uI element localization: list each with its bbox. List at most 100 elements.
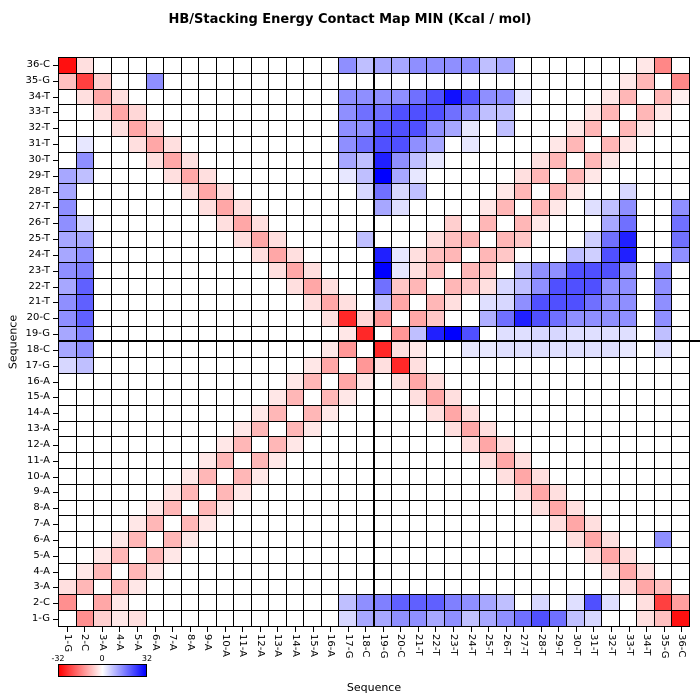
- heatmap-cell: [216, 200, 234, 216]
- heatmap-cell: [672, 468, 689, 484]
- heatmap-cell: [129, 374, 146, 389]
- heatmap-cell: [584, 389, 602, 405]
- heatmap-cell: [94, 152, 111, 168]
- heatmap-cell: [164, 405, 181, 421]
- heatmap-cell: [584, 73, 602, 89]
- heatmap-cell: [251, 389, 269, 405]
- heatmap-cell: [181, 279, 199, 295]
- x-tick-mark: [330, 627, 332, 632]
- heatmap-cell: [532, 184, 549, 200]
- heatmap-cell: [181, 168, 199, 184]
- heatmap-cell: [146, 437, 164, 453]
- heatmap-cell: [602, 516, 619, 532]
- center-vertical-line: [373, 58, 375, 626]
- heatmap-cell: [251, 453, 269, 468]
- heatmap-cell: [567, 216, 584, 231]
- heatmap-cell: [374, 310, 392, 326]
- y-tick-label: 13-A: [27, 423, 50, 435]
- x-tick-label: 34-T: [641, 634, 653, 656]
- heatmap-cell: [462, 500, 479, 516]
- heatmap-cell: [216, 263, 234, 279]
- heatmap-cell: [619, 279, 637, 295]
- heatmap-cell: [94, 437, 111, 453]
- heatmap-cell: [654, 326, 672, 342]
- heatmap-cell: [269, 342, 286, 358]
- heatmap-cell: [216, 310, 234, 326]
- heatmap-cell: [59, 595, 76, 611]
- y-tick-mark: [53, 619, 58, 621]
- heatmap-cell: [76, 216, 94, 231]
- y-tick-mark: [53, 334, 58, 336]
- heatmap-cell: [76, 358, 94, 374]
- heatmap-cell: [321, 374, 339, 389]
- heatmap-cell: [637, 421, 654, 437]
- heatmap-cell: [532, 468, 549, 484]
- heatmap-cell: [269, 405, 286, 421]
- heatmap-cell: [199, 137, 216, 152]
- heatmap-cell: [409, 279, 427, 295]
- heatmap-cell: [304, 279, 321, 295]
- heatmap-cell: [339, 358, 356, 374]
- heatmap-cell: [374, 168, 392, 184]
- heatmap-cell: [216, 342, 234, 358]
- heatmap-cell: [129, 421, 146, 437]
- heatmap-cell: [374, 579, 392, 595]
- heatmap-cell: [584, 121, 602, 137]
- heatmap-cell: [321, 247, 339, 263]
- heatmap-cell: [602, 295, 619, 310]
- heatmap-cell: [654, 168, 672, 184]
- heatmap-cell: [216, 279, 234, 295]
- heatmap-cell: [409, 342, 427, 358]
- heatmap-cell: [356, 468, 374, 484]
- heatmap-cell: [59, 200, 76, 216]
- heatmap-cell: [374, 563, 392, 579]
- heatmap-cell: [286, 200, 304, 216]
- heatmap-cell: [444, 532, 462, 547]
- heatmap-cell: [199, 200, 216, 216]
- heatmap-cell: [76, 295, 94, 310]
- heatmap-cell: [129, 532, 146, 547]
- x-tick-mark: [470, 627, 472, 632]
- heatmap-cell: [251, 121, 269, 137]
- heatmap-cell: [181, 468, 199, 484]
- heatmap-cell: [146, 405, 164, 421]
- heatmap-cell: [59, 105, 76, 121]
- heatmap-cell: [444, 231, 462, 247]
- heatmap-cell: [462, 547, 479, 563]
- heatmap-cell: [637, 547, 654, 563]
- heatmap-cell: [374, 342, 392, 358]
- heatmap-cell: [392, 152, 409, 168]
- y-tick-mark: [53, 365, 58, 367]
- heatmap-cell: [374, 437, 392, 453]
- heatmap-cell: [409, 247, 427, 263]
- heatmap-cell: [181, 437, 199, 453]
- heatmap-cell: [251, 184, 269, 200]
- heatmap-cell: [199, 168, 216, 184]
- heatmap-cell: [549, 89, 567, 105]
- heatmap-cell: [146, 310, 164, 326]
- x-tick-label: 32-T: [606, 634, 617, 656]
- heatmap-cell: [356, 453, 374, 468]
- heatmap-cell: [444, 73, 462, 89]
- heatmap-cell: [339, 231, 356, 247]
- heatmap-cell: [234, 547, 251, 563]
- heatmap-cell: [339, 216, 356, 231]
- heatmap-cell: [76, 310, 94, 326]
- heatmap-cell: [111, 468, 129, 484]
- x-tick-label: 20-C: [395, 634, 407, 658]
- heatmap-cell: [234, 216, 251, 231]
- heatmap-cell: [129, 547, 146, 563]
- heatmap-cell: [654, 137, 672, 152]
- heatmap-cell: [356, 405, 374, 421]
- heatmap-cell: [111, 326, 129, 342]
- heatmap-cell: [286, 532, 304, 547]
- heatmap-cell: [234, 184, 251, 200]
- heatmap-cell: [356, 579, 374, 595]
- heatmap-cell: [584, 611, 602, 626]
- x-tick-label: 27-T: [518, 634, 530, 656]
- heatmap-cell: [146, 279, 164, 295]
- heatmap-cell: [602, 263, 619, 279]
- heatmap-cell: [462, 563, 479, 579]
- heatmap-cell: [602, 137, 619, 152]
- heatmap-cell: [304, 326, 321, 342]
